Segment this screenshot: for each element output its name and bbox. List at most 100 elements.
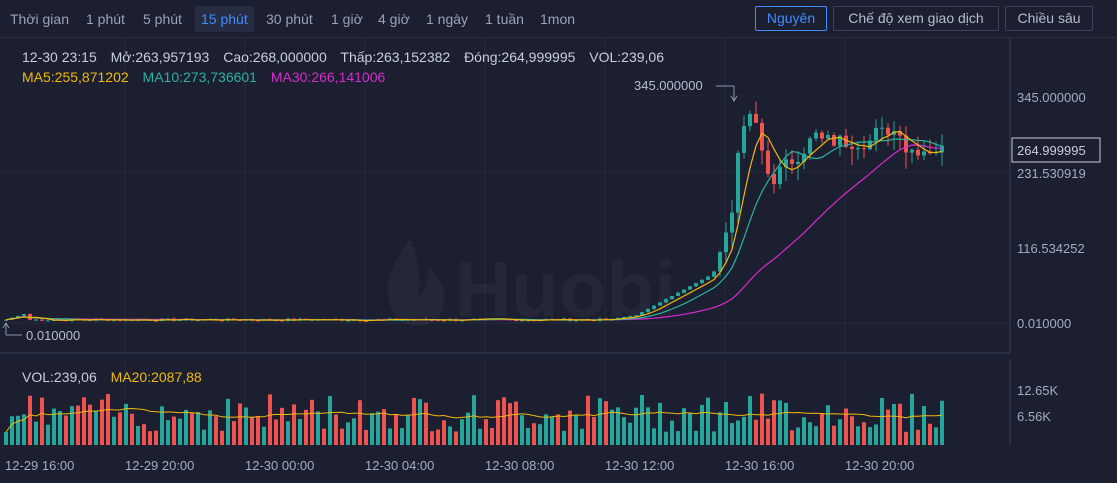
- volume-bar: [718, 412, 722, 445]
- tab-30-minutes[interactable]: 30 phút: [266, 11, 313, 27]
- volume-bar: [730, 423, 734, 445]
- volume-bar: [238, 403, 242, 445]
- volume-bar: [892, 403, 896, 445]
- volume-bar: [448, 426, 452, 445]
- candle-body: [844, 135, 848, 147]
- original-chart-button[interactable]: Nguyên: [755, 6, 827, 31]
- volume-bar: [268, 394, 272, 445]
- tab-1-day[interactable]: 1 ngày: [426, 11, 469, 27]
- volume-bar: [796, 427, 800, 445]
- min-price-marker: 0.010000: [2, 322, 80, 343]
- volume-bar: [748, 396, 752, 445]
- volume-bar: [802, 417, 806, 445]
- volume-bar: [328, 396, 332, 445]
- volume-bar: [754, 419, 758, 445]
- volume-bar: [424, 402, 428, 445]
- volume-bar: [304, 409, 308, 445]
- current-price-label: 264.999995: [1017, 143, 1086, 158]
- candle-body: [706, 276, 710, 280]
- tab-1-week[interactable]: 1 tuần: [485, 11, 524, 27]
- volume-bar: [844, 408, 848, 445]
- candlestick-chart[interactable]: Huobi 345.000000 0.010000 345.000000 231…: [0, 38, 1117, 483]
- volume-bar: [148, 431, 152, 445]
- volume-bar: [922, 406, 926, 445]
- candle-body: [34, 319, 38, 321]
- volume-bar: [160, 406, 164, 445]
- candle-body: [760, 122, 764, 151]
- trading-view-button[interactable]: Chế độ xem giao dịch: [833, 6, 999, 31]
- candle-body: [346, 320, 350, 322]
- volume-bar: [592, 416, 596, 445]
- candle-body: [742, 126, 746, 153]
- volume-bar: [334, 414, 338, 445]
- volume-bar: [46, 424, 50, 445]
- tab-4-hours[interactable]: 4 giờ: [378, 11, 410, 27]
- volume-bar: [778, 400, 782, 445]
- volume-bar: [562, 430, 566, 445]
- volume-bar: [850, 416, 854, 445]
- volume-bars: [4, 393, 944, 445]
- candle-body: [736, 152, 740, 213]
- volume-bar: [820, 412, 824, 445]
- volume-bar: [286, 421, 290, 445]
- volume-bar: [856, 426, 860, 445]
- volume-bar: [202, 429, 206, 445]
- volume-bar: [646, 407, 650, 445]
- tab-time[interactable]: Thời gian: [10, 11, 69, 27]
- time-tick: 12-29 16:00: [5, 458, 74, 473]
- volume-bar: [832, 425, 836, 445]
- candle-body: [940, 145, 944, 153]
- candle-body: [664, 299, 668, 303]
- depth-chart-button[interactable]: Chiều sâu: [1005, 6, 1093, 31]
- candle-body: [154, 320, 158, 322]
- volume-bar: [466, 412, 470, 445]
- volume-bar: [64, 415, 68, 445]
- volume-bar: [880, 397, 884, 445]
- volume-bar: [352, 418, 356, 445]
- volume-bar: [520, 415, 524, 445]
- volume-bar: [610, 409, 614, 445]
- volume-bar: [88, 404, 92, 445]
- current-price-tag: 264.999995: [1011, 137, 1101, 163]
- volume-bar: [760, 393, 764, 445]
- candle-body: [814, 132, 818, 139]
- volume-bar: [82, 397, 86, 445]
- ohlc-high: Cao:268,000000: [223, 49, 327, 65]
- candle-body: [712, 271, 716, 277]
- candle-body: [880, 127, 884, 129]
- tab-1-hour[interactable]: 1 giờ: [331, 11, 363, 27]
- tab-1-minute[interactable]: 1 phút: [86, 11, 125, 27]
- tab-15-minutes[interactable]: 15 phút: [195, 6, 254, 32]
- chart-area[interactable]: Huobi 345.000000 0.010000 345.000000 231…: [0, 38, 1117, 483]
- volume-bar: [136, 425, 140, 445]
- candle-body: [910, 149, 914, 153]
- volume-bar: [394, 414, 398, 445]
- volume-bar: [292, 404, 296, 445]
- volume-bar: [322, 428, 326, 445]
- volume-bar: [310, 399, 314, 445]
- volume-bar: [514, 401, 518, 445]
- tab-5-minutes[interactable]: 5 phút: [143, 11, 182, 27]
- candle-body: [808, 138, 812, 154]
- candle-body: [784, 159, 788, 168]
- price-tick: 0.010000: [1017, 316, 1071, 331]
- candle-body: [904, 135, 908, 153]
- candle-body: [916, 149, 920, 156]
- candle-body: [646, 308, 650, 313]
- volume-bar: [676, 431, 680, 445]
- volume-bar: [58, 410, 62, 445]
- volume-bar: [460, 419, 464, 445]
- candle-body: [4, 319, 8, 321]
- volume-bar: [628, 422, 632, 445]
- volume-bar: [538, 424, 542, 445]
- min-price-label: 0.010000: [26, 328, 80, 343]
- candle-body: [364, 320, 368, 322]
- tab-1-month[interactable]: 1mon: [540, 11, 576, 27]
- candle-body: [682, 289, 686, 293]
- volume-bar: [940, 400, 944, 445]
- candle-body: [850, 146, 854, 149]
- candle-body: [442, 320, 446, 322]
- volume-bar: [790, 430, 794, 445]
- candle-body: [796, 161, 800, 164]
- volume-bar: [124, 403, 128, 445]
